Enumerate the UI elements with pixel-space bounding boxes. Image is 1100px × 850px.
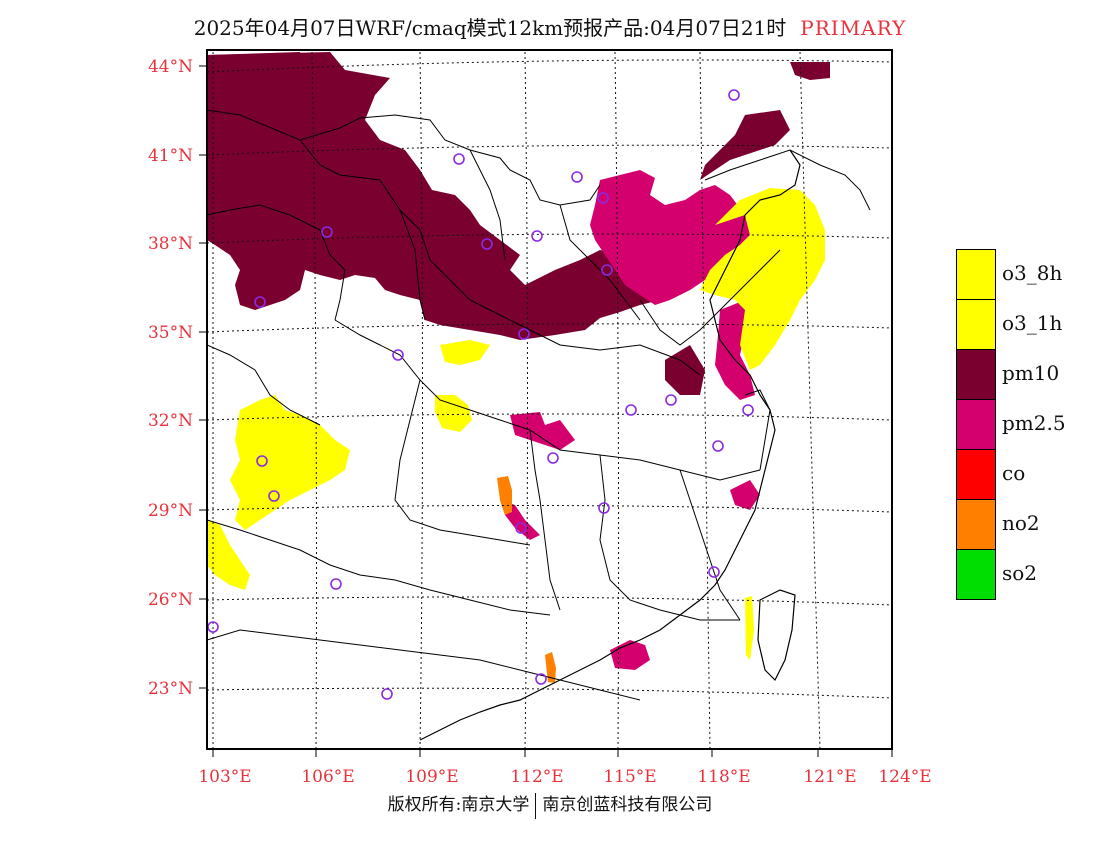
- legend-item-pm25: pm2.5: [956, 399, 1096, 450]
- lat-label-32: 32°N: [148, 411, 193, 431]
- latitude-labels: 44°N 41°N 38°N 35°N 32°N 29°N 26°N 23°N: [148, 57, 193, 699]
- lat-label-29: 29°N: [148, 501, 193, 521]
- legend-swatch-no2: [956, 499, 996, 550]
- lon-label-124: 124°E: [878, 767, 931, 787]
- legend-swatch-pm25: [956, 399, 996, 450]
- legend-label-pm25: pm2.5: [1002, 411, 1066, 435]
- lon-label-121: 121°E: [803, 767, 856, 787]
- pm10-region-northeast: [700, 110, 790, 180]
- legend-label-o3-8h: o3_8h: [1002, 261, 1063, 285]
- lon-label-112: 112°E: [510, 767, 563, 787]
- map-title: 2025年04月07日WRF/cmaq模式12km预报产品:04月07日21时 P…: [0, 12, 1100, 41]
- map-plot-area: [207, 51, 892, 749]
- legend-item-pm10: pm10: [956, 349, 1096, 400]
- o3-region-taiwan-strait: [745, 596, 754, 660]
- primary-tag: PRIMARY: [800, 16, 907, 40]
- tick-marks: [199, 65, 893, 757]
- lon-label-106: 106°E: [301, 767, 354, 787]
- graticule: [207, 51, 892, 749]
- legend-swatch-o3-8h: [956, 249, 996, 300]
- province-boundaries: [207, 109, 871, 701]
- legend-item-co: co: [956, 449, 1096, 500]
- legend-label-so2: so2: [1002, 561, 1038, 585]
- o3-region-sichuan: [435, 395, 472, 432]
- pollutant-legend: o3_8h o3_1h pm10 pm2.5 co no2 so2: [956, 249, 1096, 600]
- pm10-region-topright: [790, 62, 830, 80]
- title-text: 2025年04月07日WRF/cmaq模式12km预报产品:04月07日21时: [193, 16, 787, 40]
- legend-label-no2: no2: [1002, 511, 1040, 535]
- o3-region-yellow-sea: [700, 188, 825, 370]
- lon-label-109: 109°E: [405, 767, 458, 787]
- legend-label-co: co: [1002, 461, 1026, 485]
- copyright-separator: [535, 792, 537, 819]
- monitoring-stations: [207, 89, 754, 700]
- copyright-left: 版权所有:南京大学: [387, 795, 530, 815]
- lat-label-41: 41°N: [148, 146, 193, 166]
- copyright-right: 南京创蓝科技有限公司: [542, 795, 713, 815]
- lat-label-44: 44°N: [148, 57, 193, 77]
- legend-label-pm10: pm10: [1002, 361, 1060, 385]
- legend-swatch-so2: [956, 549, 996, 600]
- legend-swatch-o3-1h: [956, 299, 996, 350]
- no2-region-south: [545, 652, 556, 683]
- legend-item-o3-1h: o3_1h: [956, 299, 1096, 350]
- coastline: [419, 149, 801, 741]
- pm25-region-southeast: [730, 480, 760, 510]
- o3-region-west: [207, 520, 250, 590]
- no2-region-central: [497, 476, 512, 515]
- o3-region-southwest: [230, 395, 350, 530]
- o3-region-shaanxi: [440, 340, 490, 365]
- legend-item-so2: so2: [956, 549, 1096, 600]
- legend-swatch-co: [956, 449, 996, 500]
- map-border: [206, 49, 893, 750]
- pm10-region-east: [665, 345, 705, 395]
- lat-label-38: 38°N: [148, 234, 193, 254]
- lon-label-103: 103°E: [198, 767, 251, 787]
- legend-item-o3-8h: o3_8h: [956, 249, 1096, 300]
- pm25-region-central: [510, 412, 575, 450]
- longitude-labels: 103°E 106°E 109°E 112°E 115°E 118°E 121°…: [198, 767, 931, 787]
- lat-label-23: 23°N: [148, 679, 193, 699]
- lon-label-115: 115°E: [603, 767, 656, 787]
- copyright-footer: 版权所有:南京大学 南京创蓝科技有限公司: [0, 790, 1100, 819]
- legend-label-o3-1h: o3_1h: [1002, 311, 1063, 335]
- lon-label-118: 118°E: [697, 767, 750, 787]
- legend-swatch-pm10: [956, 349, 996, 400]
- legend-item-no2: no2: [956, 499, 1096, 550]
- lat-label-35: 35°N: [148, 323, 193, 343]
- lat-label-26: 26°N: [148, 590, 193, 610]
